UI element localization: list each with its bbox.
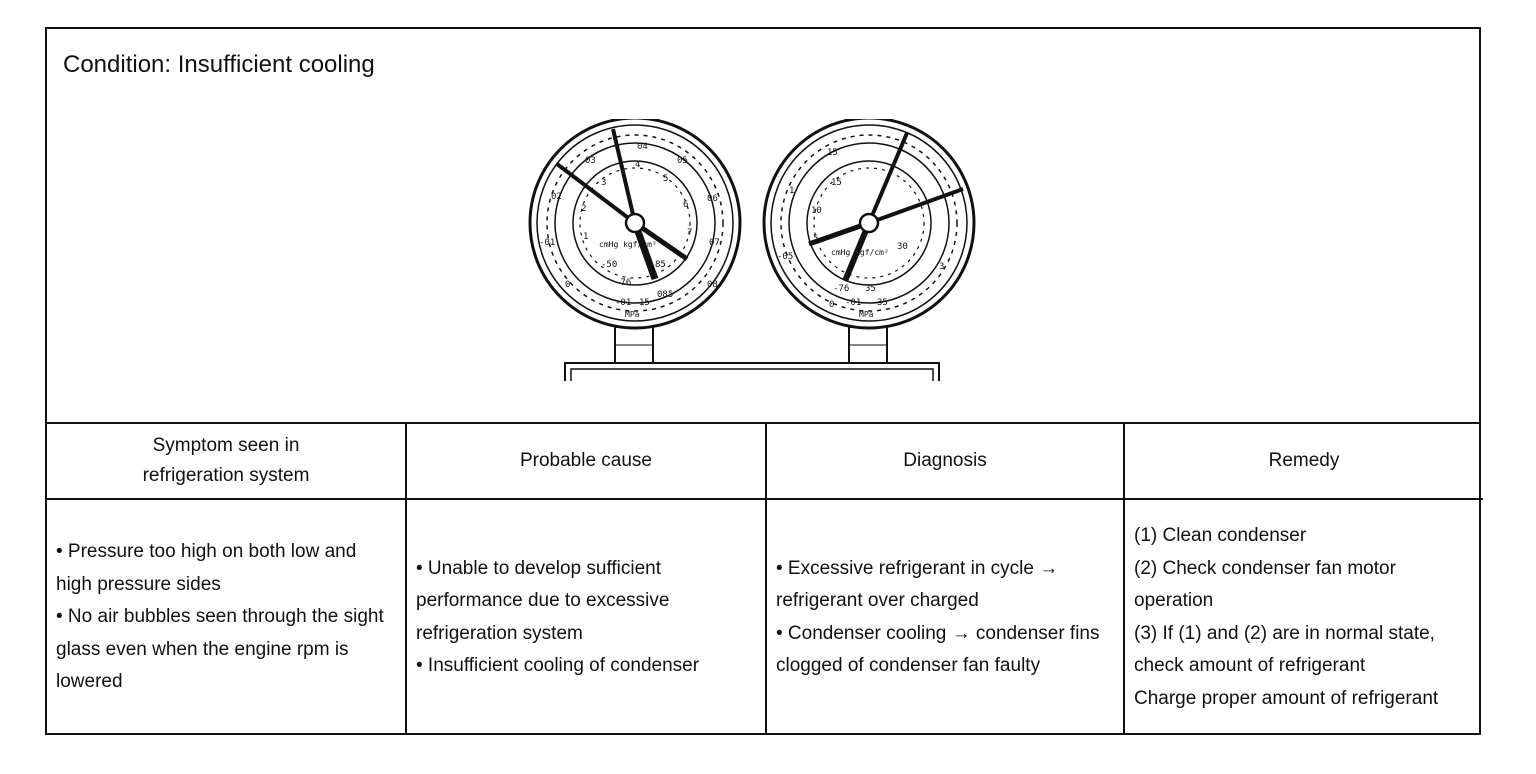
svg-text:1: 1 (789, 186, 794, 196)
header-symptom: Symptom seen in refrigeration system (47, 424, 405, 500)
svg-text:05: 05 (677, 156, 688, 166)
svg-text:06: 06 (707, 194, 718, 204)
remedy-item: (2) Check condenser fan motor operation (1134, 557, 1396, 612)
diagnosis-item: • Excessive refrigerant in cycle → refri… (776, 557, 1059, 612)
symptom-item: • Pressure too high on both low and high… (56, 541, 357, 595)
svg-text:85: 85 (655, 260, 666, 270)
svg-text:1: 1 (583, 232, 588, 242)
svg-text:5: 5 (663, 174, 668, 184)
diagnosis-sheet: Condition: Insufficient cooling 04 03 (45, 27, 1483, 735)
symptom-item: • No air bubbles seen through the sight … (56, 606, 384, 693)
high-pressure-gauge: 15 1 -05 3 15 10 5 30 35 -76 cmHg kgf/cm… (762, 119, 976, 330)
column-symptom: Symptom seen in refrigeration system • P… (47, 424, 407, 735)
diagnosis-table: Symptom seen in refrigeration system • P… (47, 424, 1483, 735)
cell-symptom: • Pressure too high on both low and high… (47, 500, 405, 735)
diagnosis-item: • Condenser cooling → condenser fins clo… (776, 622, 1100, 677)
column-cause: Probable cause • Unable to develop suffi… (407, 424, 767, 735)
svg-text:4: 4 (635, 160, 640, 170)
svg-text:MPa: MPa (859, 310, 874, 319)
column-remedy: Remedy (1) Clean condenser (2) Check con… (1125, 424, 1483, 735)
remedy-item: (3) If (1) and (2) are in normal state, … (1134, 622, 1435, 677)
cause-item: • Insufficient cooling of condenser (416, 655, 700, 676)
svg-text:5: 5 (813, 234, 818, 244)
svg-text:0: 0 (565, 280, 570, 290)
low-outer-label: 04 (637, 142, 648, 152)
svg-text:-76: -76 (833, 284, 849, 294)
svg-text:085: 085 (657, 290, 673, 300)
cell-diagnosis: • Excessive refrigerant in cycle → refri… (767, 500, 1123, 735)
header-diagnosis: Diagnosis (767, 424, 1123, 500)
svg-text:08: 08 (707, 280, 718, 290)
svg-text:-01: -01 (845, 298, 861, 308)
cause-item: • Unable to develop sufficient performan… (416, 557, 670, 644)
svg-text:07: 07 (709, 238, 720, 248)
svg-text:0: 0 (829, 300, 834, 310)
svg-text:35: 35 (877, 298, 888, 308)
header-remedy: Remedy (1125, 424, 1483, 500)
remedy-item: (1) Clean condenser (1134, 525, 1307, 546)
remedy-item: Charge proper amount of refrigerant (1134, 687, 1439, 709)
cell-cause: • Unable to develop sufficient performan… (407, 500, 765, 735)
manifold-gauge-illustration: 04 03 05 02 06 -01 07 0 08 4 3 5 2 6 1 7 (528, 119, 976, 381)
low-pressure-gauge: 04 03 05 02 06 -01 07 0 08 4 3 5 2 6 1 7 (528, 119, 742, 330)
svg-text:30: 30 (897, 242, 908, 252)
svg-text:3: 3 (601, 178, 606, 188)
condition-title: Condition: Insufficient cooling (63, 51, 375, 78)
cell-remedy: (1) Clean condenser (2) Check condenser … (1125, 500, 1483, 735)
svg-text:15: 15 (827, 148, 838, 158)
svg-text:15: 15 (831, 178, 842, 188)
svg-text:-50: -50 (601, 260, 617, 270)
svg-text:6: 6 (683, 200, 688, 210)
svg-text:7: 7 (687, 228, 692, 238)
condition-panel: Condition: Insufficient cooling 04 03 (47, 29, 1479, 424)
header-cause: Probable cause (407, 424, 765, 500)
svg-text:02: 02 (551, 192, 562, 202)
svg-text:-05: -05 (777, 252, 793, 262)
svg-text:3: 3 (939, 262, 944, 272)
column-diagnosis: Diagnosis • Excessive refrigerant in cyc… (767, 424, 1125, 735)
svg-text:10: 10 (811, 206, 822, 216)
svg-text:15: 15 (639, 298, 650, 308)
svg-text:35: 35 (865, 284, 876, 294)
svg-text:-76: -76 (615, 278, 631, 288)
svg-text:-01: -01 (539, 238, 555, 248)
svg-text:2: 2 (581, 204, 586, 214)
svg-text:MPa: MPa (625, 310, 640, 319)
svg-text:cmHg kgf/cm²: cmHg kgf/cm² (599, 240, 657, 249)
svg-text:03: 03 (585, 156, 596, 166)
svg-text:-01: -01 (615, 298, 631, 308)
